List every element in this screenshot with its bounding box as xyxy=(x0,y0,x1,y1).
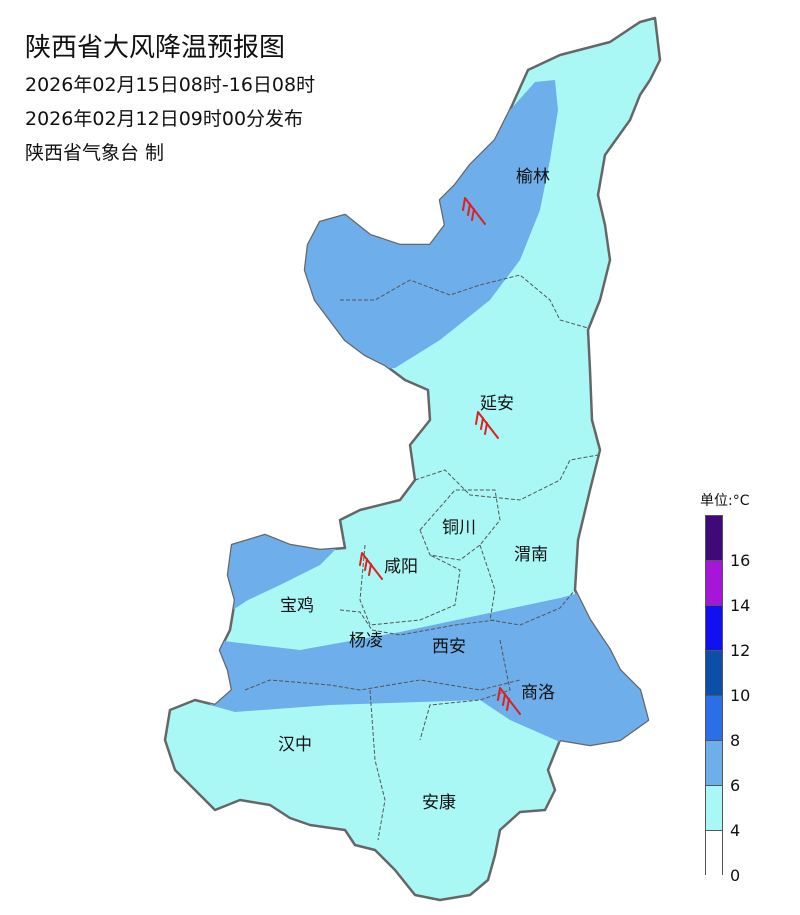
wind-barb-icon xyxy=(359,552,383,580)
boundary-yanan-south xyxy=(414,454,599,501)
city-label: 西安 xyxy=(432,637,466,657)
city-label: 榆林 xyxy=(516,167,550,187)
legend-label: 14 xyxy=(730,596,751,615)
city-label: 汉中 xyxy=(278,735,312,755)
city-label: 商洛 xyxy=(521,683,555,703)
legend-swatch xyxy=(706,651,722,696)
city-label: 宝鸡 xyxy=(280,596,314,616)
zone-baoji-6-8 xyxy=(215,530,345,615)
boundary-hanzhong-ankang xyxy=(369,689,386,841)
boundary-xian xyxy=(371,619,496,636)
city-label: 渭南 xyxy=(514,545,548,565)
legend-unit: 单位:°C xyxy=(700,493,750,509)
boundary-shangluo xyxy=(419,639,511,741)
forecast-period: 2026年02月15日08时-16日08时 xyxy=(25,74,316,96)
producer: 陕西省气象台 制 xyxy=(25,142,165,164)
city-label: 咸阳 xyxy=(384,557,418,577)
legend-swatch xyxy=(706,606,722,651)
wind-barb-icon xyxy=(497,687,521,715)
legend-swatch xyxy=(706,516,722,561)
legend-swatch xyxy=(706,786,722,831)
legend-label: 16 xyxy=(730,551,751,570)
legend-label: 10 xyxy=(730,686,751,705)
legend-swatch xyxy=(706,696,722,741)
city-label: 安康 xyxy=(422,793,456,813)
legend-label: 12 xyxy=(730,641,751,660)
boundary-qinling xyxy=(244,679,521,691)
boundary-yangling xyxy=(339,609,373,631)
boundary-weinan xyxy=(479,544,576,626)
city-label: 延安 xyxy=(480,394,514,414)
wind-barbs xyxy=(359,197,521,715)
legend-swatch xyxy=(706,831,722,876)
map-title: 陕西省大风降温预报图 xyxy=(25,33,286,63)
city-boundaries xyxy=(244,274,599,841)
wind-barb-icon xyxy=(475,411,499,439)
issue-time: 2026年02月12日09时00分发布 xyxy=(25,108,304,130)
header: 陕西省大风降温预报图 2026年02月15日08时-16日08时 2026年02… xyxy=(25,28,315,170)
legend-swatch xyxy=(706,741,722,786)
city-label: 铜川 xyxy=(442,518,476,538)
city-labels: 榆林 延安 铜川 渭南 咸阳 宝鸡 杨凌 西安 商洛 汉中 安康 xyxy=(278,167,555,813)
boundary-xianyang xyxy=(359,544,461,626)
legend-label: 6 xyxy=(730,776,741,795)
legend-label: 4 xyxy=(730,821,741,840)
wind-barb-icon xyxy=(462,197,486,225)
zone-south-6-8 xyxy=(210,590,660,760)
legend-swatch xyxy=(706,561,722,606)
city-label: 杨凌 xyxy=(349,631,383,651)
boundary-yulin-yanan xyxy=(340,274,589,329)
legend-label: 8 xyxy=(730,731,741,750)
legend-color-bar xyxy=(705,515,723,876)
legend-label: 0 xyxy=(730,866,741,885)
boundary-tongchuan xyxy=(419,489,501,561)
